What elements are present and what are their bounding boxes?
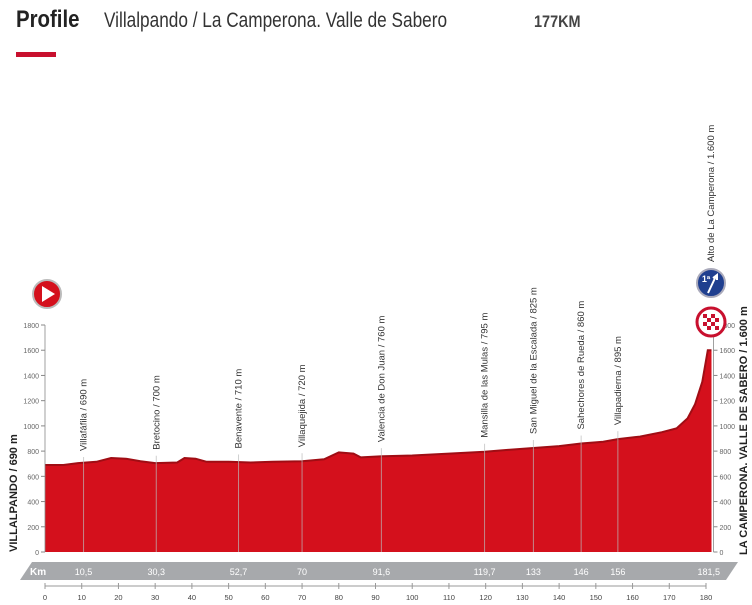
km-band-value: 70 (297, 567, 307, 577)
km-band-value: 119,7 (474, 567, 496, 577)
x-tick-label: 90 (371, 593, 379, 602)
km-band-value: 133 (526, 567, 541, 577)
x-tick-label: 70 (298, 593, 306, 602)
checker-square (703, 322, 707, 326)
y-tick-label-right: 1000 (720, 424, 736, 431)
checker-square (711, 322, 715, 326)
x-tick-label: 110 (443, 593, 455, 602)
y-tick-label-right: 1200 (720, 399, 736, 406)
checker-square (715, 326, 719, 330)
x-tick-label: 50 (224, 593, 232, 602)
start-label: VILLALPANDO / 690 m (8, 434, 20, 552)
start-play-glyph (42, 286, 55, 302)
x-tick-label: 180 (700, 593, 713, 602)
y-tick-label-right: 0 (720, 550, 724, 557)
climb-category: 1ª (702, 274, 711, 284)
climb-label: Alto de La Camperona / 1.600 m (706, 125, 717, 262)
y-tick-label-left: 400 (27, 500, 39, 507)
y-tick-label-right: 1800 (720, 323, 736, 330)
x-tick-label: 170 (663, 593, 676, 602)
km-band-label: Km (30, 567, 46, 578)
x-tick-label: 140 (553, 593, 566, 602)
checkpoint-label: Villapadierna / 895 m (613, 336, 624, 425)
checkpoint-label: San Miguel de la Escalada / 825 m (528, 287, 539, 434)
y-tick-label-right: 1600 (720, 348, 736, 355)
checker-square (711, 314, 715, 318)
checker-square (703, 314, 707, 318)
stage-distance: 177KM (534, 12, 581, 31)
checkpoint-label: Bretocino / 700 m (151, 375, 162, 450)
km-band-value: 91,6 (373, 567, 391, 577)
y-tick-label-right: 400 (720, 500, 732, 507)
x-tick-label: 20 (114, 593, 122, 602)
km-band-finish: 181,5 (697, 567, 720, 577)
stage-title: Villalpando / La Camperona. Valle de Sab… (104, 9, 448, 32)
checker-square (707, 318, 711, 322)
checkpoint-label: Villafáfila / 690 m (79, 379, 90, 451)
km-band-value: 30,3 (148, 567, 166, 577)
x-tick-label: 160 (626, 593, 639, 602)
x-tick-label: 130 (516, 593, 529, 602)
x-tick-label: 80 (335, 593, 343, 602)
checker-square (715, 318, 719, 322)
x-tick-label: 30 (151, 593, 159, 602)
y-tick-label-left: 200 (27, 525, 39, 532)
y-tick-label-left: 1800 (23, 323, 39, 330)
y-tick-label-right: 200 (720, 525, 732, 532)
x-tick-label: 100 (406, 593, 419, 602)
checkpoint-label: Sahechores de Rueda / 860 m (576, 301, 587, 430)
y-tick-label-right: 1400 (720, 373, 736, 380)
km-band-value: 146 (574, 567, 589, 577)
x-tick-label: 10 (78, 593, 86, 602)
checker-square (707, 326, 711, 330)
profile-top-edge (45, 349, 712, 466)
y-tick-label-left: 1000 (23, 424, 39, 431)
header: Profile Villalpando / La Camperona. Vall… (16, 6, 589, 36)
y-tick-label-left: 1600 (23, 348, 39, 355)
x-tick-label: 120 (479, 593, 492, 602)
y-tick-label-left: 600 (27, 474, 39, 481)
x-tick-label: 150 (590, 593, 603, 602)
km-band-value: 52,7 (230, 567, 248, 577)
checkpoint-label: Villaquejida / 720 m (297, 364, 308, 447)
y-tick-label-left: 1400 (23, 373, 39, 380)
checkpoint-label: Benavente / 710 m (234, 369, 245, 449)
x-tick-label: 60 (261, 593, 269, 602)
y-tick-label-left: 800 (27, 449, 39, 456)
checkpoint-label: Valencia de Don Juan / 760 m (376, 315, 387, 442)
profile-area (45, 350, 712, 552)
y-tick-label-right: 800 (720, 449, 732, 456)
km-band-value: 10,5 (75, 567, 93, 577)
x-tick-label: 0 (43, 593, 47, 602)
checkpoint-label: Mansilla de las Mulas / 795 m (480, 313, 491, 438)
x-tick-label: 40 (188, 593, 196, 602)
km-band (20, 562, 738, 580)
y-tick-label-right: 600 (720, 474, 732, 481)
finish-label: LA CAMPERONA. VALLE DE SABERO / 1.600 m (738, 306, 750, 555)
y-tick-label-left: 0 (35, 550, 39, 557)
climb-arrow-glyph (707, 273, 718, 294)
y-tick-label-left: 1200 (23, 399, 39, 406)
km-band-value: 156 (610, 567, 625, 577)
section-title: Profile (16, 6, 80, 33)
title-underline (16, 52, 56, 57)
